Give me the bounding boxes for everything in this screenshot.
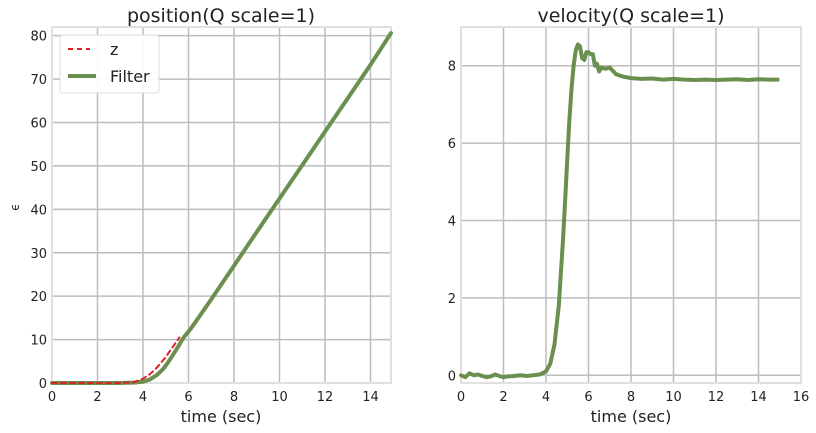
velocity-x-tick-label: 2 — [499, 390, 507, 405]
velocity-chart: velocity(Q scale=1) 0 2 4 6 8 10 12 14 16 0 2 4 6 8 t… — [448, 5, 810, 426]
position-y-tick-label: 70 — [30, 73, 47, 88]
position-x-tick-label: 6 — [184, 390, 192, 405]
position-y-tick-label: 0 — [39, 377, 47, 392]
position-y-tick-label: 80 — [30, 30, 47, 45]
legend-label-z: z — [110, 40, 118, 59]
position-y-tick-label: 20 — [30, 290, 47, 305]
position-x-tick-label: 8 — [230, 390, 238, 405]
position-x-axis-label: time (sec) — [181, 407, 262, 426]
position-y-axis-label: ϵ — [8, 203, 22, 210]
position-series-z-line — [51, 336, 181, 384]
velocity-x-tick-label: 16 — [793, 390, 810, 405]
velocity-x-tick-label: 10 — [665, 390, 682, 405]
position-plot-frame — [51, 26, 392, 384]
legend-box — [59, 34, 160, 94]
position-x-tick-label: 10 — [271, 390, 288, 405]
position-y-tick-label: 30 — [30, 247, 47, 262]
position-y-tick-label: 40 — [30, 203, 47, 218]
velocity-x-tick-label: 12 — [708, 390, 725, 405]
position-x-tick-label: 12 — [317, 390, 334, 405]
position-chart-title: position(Q scale=1) — [127, 5, 315, 27]
velocity-y-tick-label: 6 — [448, 137, 456, 152]
position-x-tick-label: 0 — [48, 390, 56, 405]
velocity-x-tick-label: 4 — [542, 390, 550, 405]
velocity-x-tick-label: 8 — [627, 390, 635, 405]
position-legend: z Filter — [59, 34, 160, 94]
velocity-plot-frame — [460, 26, 802, 384]
legend-label-filter: Filter — [110, 67, 150, 86]
velocity-series-filter-line — [459, 42, 780, 380]
position-y-tick-label: 50 — [30, 160, 47, 175]
velocity-chart-title: velocity(Q scale=1) — [537, 5, 724, 27]
velocity-y-tick-label: 0 — [448, 369, 456, 384]
position-chart: position(Q scale=1) 0 2 4 6 8 10 12 14 0 10 20 30 40… — [8, 5, 393, 426]
velocity-y-tick-label: 4 — [448, 214, 456, 229]
position-x-tick-label: 2 — [93, 390, 101, 405]
velocity-y-tick-label: 8 — [448, 60, 456, 75]
velocity-y-tick-label: 2 — [448, 292, 456, 307]
position-y-tick-label: 10 — [30, 334, 47, 349]
velocity-x-tick-label: 0 — [457, 390, 465, 405]
velocity-x-tick-label: 14 — [750, 390, 767, 405]
velocity-x-axis-label: time (sec) — [591, 407, 672, 426]
position-x-tick-label: 14 — [362, 390, 379, 405]
position-x-tick-label: 4 — [139, 390, 147, 405]
velocity-x-tick-label: 6 — [584, 390, 592, 405]
position-y-tick-label: 60 — [30, 117, 47, 132]
